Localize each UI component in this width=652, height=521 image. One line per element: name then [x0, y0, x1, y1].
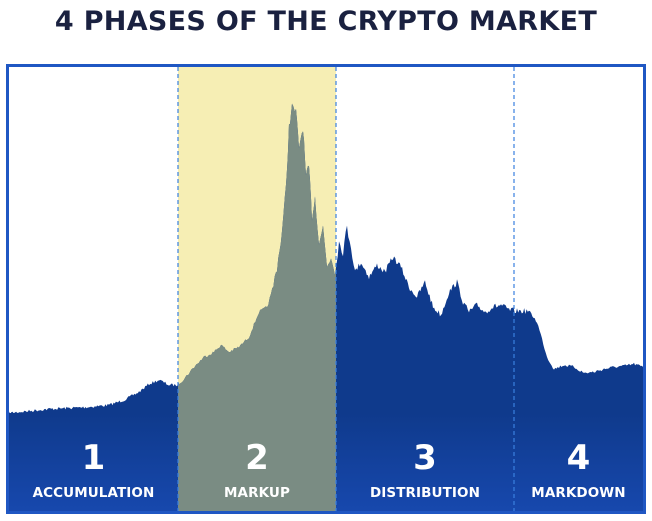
phase-markup: 2 MARKUP: [178, 423, 336, 511]
phase-distribution: 3 DISTRIBUTION: [336, 423, 514, 511]
phase-number: 1: [81, 438, 106, 478]
phase-label: MARKDOWN: [531, 485, 626, 501]
phase-number: 4: [566, 438, 591, 478]
phase-label: ACCUMULATION: [32, 485, 155, 501]
phase-diagram: 1 ACCUMULATION 2 MARKUP 3 DISTRIBUTION 4…: [6, 64, 646, 514]
phase-label: MARKUP: [224, 485, 290, 501]
page-title: 4 PHASES OF THE CRYPTO MARKET: [54, 6, 598, 37]
market-chart: [9, 67, 643, 511]
phase-number: 2: [245, 438, 269, 478]
markup-band-overlay: [178, 413, 336, 511]
phase-markdown: 4 MARKDOWN: [514, 423, 643, 511]
price-area-highlighted: [178, 103, 336, 511]
phase-accumulation: 1 ACCUMULATION: [9, 423, 178, 511]
phase-label: DISTRIBUTION: [369, 485, 481, 501]
phase-number: 3: [413, 438, 437, 478]
